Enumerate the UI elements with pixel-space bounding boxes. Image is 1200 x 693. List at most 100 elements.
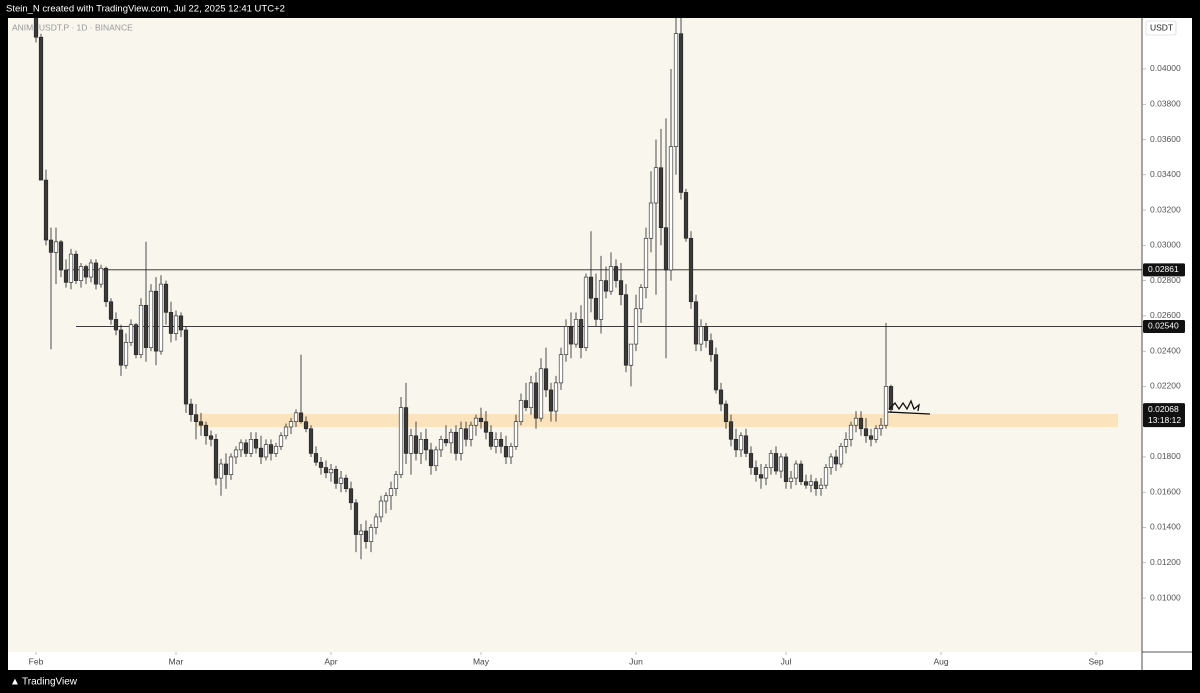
candle-body (573, 319, 579, 345)
candle-body (403, 407, 409, 454)
candle-body (473, 417, 479, 426)
candle-body (438, 439, 444, 451)
candle-body (628, 343, 634, 366)
symbol-title: ANIMEUSDT.P · 1D · BINANCE (12, 22, 133, 32)
candle-body (878, 424, 884, 430)
y-tick-label: 0.03600 (1150, 134, 1181, 144)
candle-body (463, 428, 469, 440)
candle-body (63, 269, 69, 283)
candle-body (53, 241, 59, 253)
candle-body (108, 301, 114, 320)
candle-body (458, 428, 464, 454)
y-tick-label: 0.01600 (1150, 486, 1181, 496)
header: Stein_N created with TradingView.com, Ju… (6, 4, 285, 15)
candle-body (543, 368, 549, 391)
candle-body (478, 417, 484, 422)
candle-body (348, 488, 354, 504)
candle-body (448, 431, 454, 444)
candle-body (373, 516, 379, 528)
candle-body (638, 287, 644, 310)
candle-body (688, 237, 694, 303)
candle-body (258, 447, 264, 458)
candle-body (328, 468, 334, 474)
candle-body (868, 435, 874, 440)
candle-body (578, 319, 584, 348)
candle-body (568, 326, 574, 345)
currency-box (1145, 20, 1177, 36)
candle-body (78, 266, 84, 281)
x-tick-label: Mar (169, 656, 184, 666)
candle-body (503, 446, 509, 458)
candle-body (663, 227, 669, 271)
candle-body (533, 382, 539, 419)
candle-body (583, 276, 589, 348)
drawing (887, 399, 931, 415)
candle-body (888, 386, 894, 410)
candle-body (198, 421, 204, 426)
candle-body (98, 267, 104, 285)
time-axis (8, 652, 1142, 670)
candle-body (643, 237, 649, 288)
candle-body (133, 324, 139, 355)
candle-body (553, 382, 559, 412)
y-tick-label: 0.03800 (1150, 98, 1181, 108)
y-tick-label: 0.04000 (1150, 63, 1181, 73)
candle-body (378, 500, 384, 518)
candle-body (203, 424, 209, 437)
candle-body (33, 18, 39, 38)
candle-body (498, 439, 504, 447)
candle-body (233, 449, 239, 458)
candle-body (828, 456, 834, 468)
candle-body (468, 424, 474, 440)
candle-body (678, 33, 684, 193)
candle-body (818, 484, 824, 489)
candle-body (48, 239, 54, 253)
x-tick-label: Apr (324, 656, 337, 666)
candle-body (853, 417, 859, 426)
candle-body (683, 192, 689, 239)
candle-body (88, 262, 94, 278)
y-tick-label: 0.02200 (1150, 381, 1181, 391)
candle-body (163, 283, 169, 313)
candle-body (778, 456, 784, 472)
candle-body (593, 297, 599, 320)
candle-body (288, 421, 294, 428)
candle-body (263, 444, 269, 458)
y-tick-label: 0.01000 (1150, 592, 1181, 602)
candle-body (178, 315, 184, 331)
candle-body (803, 481, 809, 486)
candle-body (333, 468, 339, 484)
candle-body (708, 340, 714, 355)
candle-body (608, 266, 614, 292)
candle-body (238, 442, 244, 451)
candle-body (538, 368, 544, 419)
candle-body (423, 439, 429, 451)
price-axis (1142, 18, 1192, 670)
candle-body (103, 267, 109, 303)
candle-body (823, 467, 829, 486)
candle-body (508, 446, 514, 458)
candle-body (733, 439, 739, 451)
candle-body (653, 167, 659, 204)
candle-body (253, 439, 259, 449)
candle-body (788, 477, 794, 482)
x-tick-label: May (473, 656, 490, 666)
candle-body (518, 400, 524, 422)
candle-body (843, 439, 849, 447)
candle-body (863, 428, 869, 437)
candle-body (248, 439, 254, 454)
candle-body (743, 435, 749, 454)
candle-body (443, 439, 449, 444)
x-tick-label: Feb (29, 656, 44, 666)
y-tick-label: 0.03000 (1150, 240, 1181, 250)
candle-body (323, 467, 329, 474)
candle-body (268, 444, 274, 454)
y-tick-label: 0.01400 (1150, 522, 1181, 532)
axis-layer: 0.01000 0.01200 0.01400 0.01600 0.01800 0.020… (29, 63, 1185, 666)
candle-body (698, 326, 704, 345)
candle-body (283, 426, 289, 437)
candle-body (388, 488, 394, 497)
candle-body (528, 382, 534, 408)
candle-body (243, 442, 249, 454)
candle-body (623, 294, 629, 366)
